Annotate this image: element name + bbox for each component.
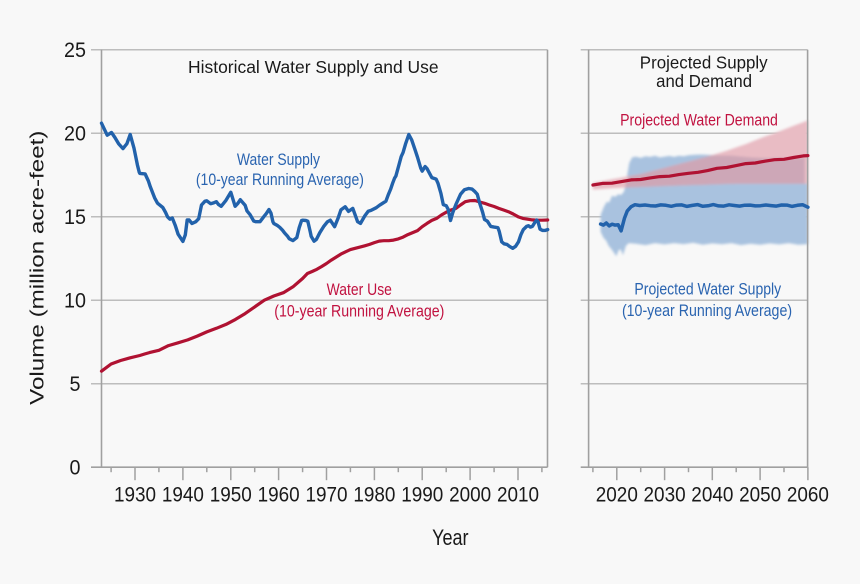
svg-text:Year: Year [432, 527, 469, 551]
svg-text:1980: 1980 [353, 484, 395, 507]
svg-text:Water Use: Water Use [327, 281, 392, 300]
svg-text:15: 15 [64, 207, 86, 230]
svg-text:and Demand: and Demand [656, 70, 752, 91]
svg-text:1930: 1930 [114, 484, 156, 507]
svg-text:(10-year Running Average): (10-year Running Average) [196, 171, 364, 190]
svg-text:Volume (million acre-feet): Volume (million acre-feet) [26, 131, 48, 405]
svg-text:Projected Water Demand: Projected Water Demand [620, 111, 778, 129]
svg-text:2000: 2000 [449, 484, 491, 507]
svg-text:2050: 2050 [739, 484, 781, 507]
svg-text:20: 20 [64, 123, 86, 146]
svg-text:10: 10 [64, 290, 86, 313]
svg-text:Water Supply: Water Supply [237, 151, 320, 170]
svg-text:0: 0 [70, 457, 81, 480]
svg-text:Projected Supply: Projected Supply [640, 52, 768, 73]
svg-text:(10-year Running Average): (10-year Running Average) [622, 302, 792, 320]
svg-text:2010: 2010 [497, 484, 539, 507]
svg-text:1960: 1960 [258, 484, 300, 507]
svg-text:2030: 2030 [644, 484, 686, 507]
svg-text:(10-year Running Average): (10-year Running Average) [274, 302, 444, 320]
svg-text:25: 25 [64, 40, 86, 63]
svg-text:Projected Water Supply: Projected Water Supply [634, 281, 781, 300]
svg-text:5: 5 [70, 374, 81, 397]
svg-text:1940: 1940 [162, 484, 204, 507]
svg-text:Historical Water Supply and Us: Historical Water Supply and Use [188, 57, 439, 77]
svg-text:2060: 2060 [787, 484, 829, 507]
svg-text:1950: 1950 [210, 484, 252, 507]
svg-text:1990: 1990 [401, 484, 443, 507]
svg-text:2020: 2020 [596, 484, 638, 507]
svg-text:1970: 1970 [305, 484, 347, 507]
svg-text:2040: 2040 [691, 484, 733, 507]
